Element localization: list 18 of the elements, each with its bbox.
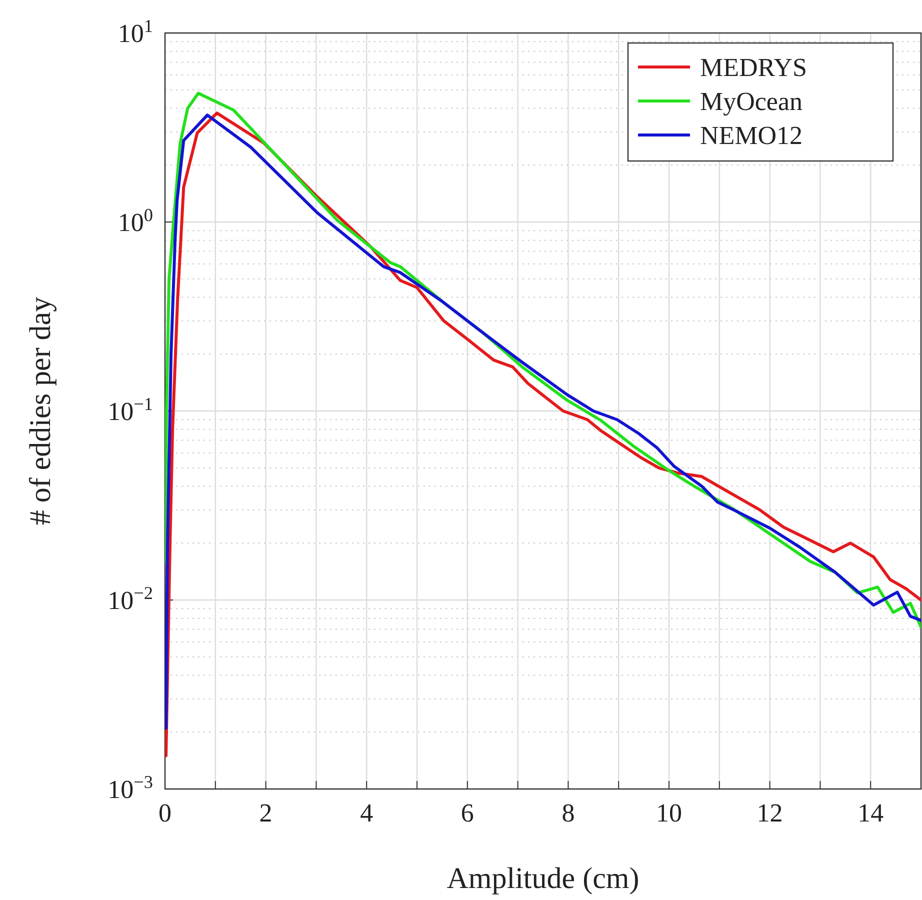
y-tick-label: 10$^{1}$	[118, 16, 153, 48]
y-tick-label: 10$^{−3}$	[108, 772, 153, 804]
y-tick-label: 10$^{−2}$	[108, 583, 153, 616]
x-tick-label: 0	[158, 798, 172, 828]
x-tick-label: 12	[756, 798, 783, 828]
legend-label: MyOcean	[700, 87, 803, 116]
legend-label: NEMO12	[700, 121, 803, 150]
y-tick-label: 10$^{−1}$	[108, 394, 153, 426]
x-axis-title: Amplitude (cm)	[446, 862, 640, 895]
legend-label: MEDRYS	[700, 53, 807, 82]
x-tick-label: 10	[656, 798, 682, 828]
x-tick-label: 14	[858, 798, 884, 828]
y-tick-label: 10$^{0}$	[118, 205, 153, 238]
x-tick-label: 8	[562, 798, 575, 828]
x-tick-label: 6	[460, 798, 474, 828]
x-tick-label: 2	[259, 798, 272, 828]
x-tick-label: 4	[360, 798, 374, 828]
y-axis-title: # of eddies per day	[24, 296, 57, 526]
